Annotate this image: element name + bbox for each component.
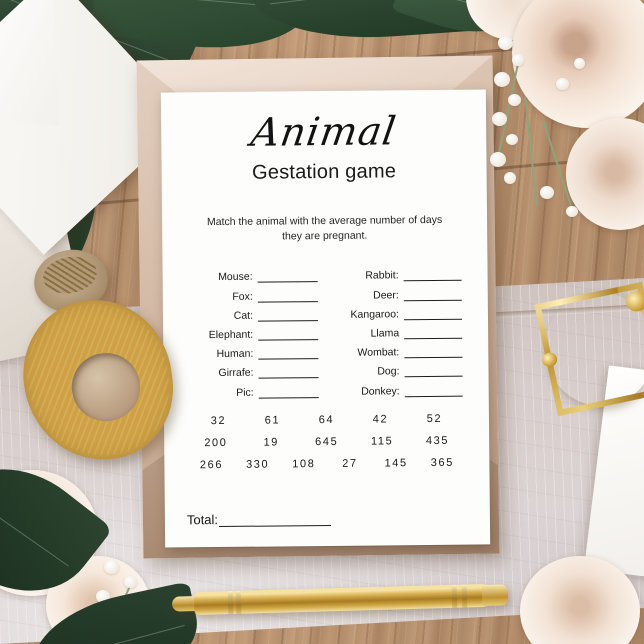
cream-rose	[566, 118, 644, 230]
babys-breath-floret	[508, 94, 521, 106]
number-option[interactable]: 61	[264, 414, 281, 427]
number-option[interactable]: 645	[315, 435, 339, 448]
animal-label-deer: Deer:	[373, 288, 399, 302]
number-option[interactable]: 64	[318, 413, 335, 426]
number-option[interactable]: 266	[199, 458, 224, 471]
card-instructions: Match the animal with the average number…	[206, 213, 443, 243]
number-row: 266 330 108 27 145 365	[188, 456, 465, 471]
animal-label-mouse: Mouse:	[218, 271, 253, 284]
animal-column-left: Mouse: Fox: Cat: Elephant: Human: Girraf…	[189, 270, 320, 399]
babys-breath-floret	[512, 54, 524, 66]
animal-label-cat: Cat:	[233, 309, 254, 322]
babys-breath-floret	[494, 72, 510, 87]
babys-breath-floret	[124, 576, 137, 588]
number-option[interactable]: 32	[210, 414, 227, 427]
animal-row: Girrafe:	[189, 366, 319, 379]
babys-breath-floret	[566, 206, 578, 217]
answer-blank-human[interactable]	[258, 347, 319, 360]
number-option[interactable]: 200	[204, 436, 228, 449]
babys-breath-floret	[490, 152, 506, 167]
answer-blank-wombat[interactable]	[404, 345, 463, 359]
total-label: Total:	[186, 512, 219, 528]
pen-band	[227, 590, 234, 615]
animal-match-lists: Mouse: Fox: Cat: Elephant: Human: Girraf…	[189, 269, 463, 399]
number-row: 32 61 64 42 52	[188, 412, 465, 427]
answer-number-bank: 32 61 64 42 52 200 19 645 115 435 266 33…	[188, 412, 466, 471]
animal-label-donkey: Donkey:	[361, 384, 400, 398]
total-field: Total:	[186, 511, 332, 528]
number-option[interactable]: 365	[430, 456, 454, 469]
answer-blank-elephant[interactable]	[258, 328, 319, 341]
number-option[interactable]: 19	[263, 436, 280, 449]
animal-label-dog: Dog:	[377, 365, 400, 378]
number-option[interactable]: 27	[342, 457, 358, 470]
animal-label-pic: Pic:	[236, 386, 254, 399]
answer-blank-rabbit[interactable]	[403, 269, 462, 282]
card-title-script: Animal	[248, 109, 400, 156]
babys-breath-floret	[104, 560, 119, 574]
number-option[interactable]: 330	[245, 458, 270, 471]
answer-blank-donkey[interactable]	[404, 384, 463, 397]
babys-breath-floret	[498, 36, 513, 50]
animal-row: Wombat:	[329, 345, 463, 359]
number-option[interactable]: 435	[425, 434, 450, 447]
animal-row: Mouse:	[189, 270, 319, 284]
number-option[interactable]: 115	[370, 434, 394, 448]
babys-breath-floret	[574, 58, 585, 69]
animal-row: Pic:	[190, 385, 320, 399]
animal-column-right: Rabbit: Deer: Kangaroo: Llama Wombat: Do…	[329, 269, 463, 397]
animal-label-llama: Llama	[370, 327, 400, 340]
babys-breath-floret	[556, 78, 569, 90]
animal-row: Human:	[189, 347, 319, 360]
animal-label-elephant: Elephant:	[208, 328, 254, 342]
card-title-subtitle: Gestation game	[251, 160, 397, 184]
answer-blank-dog[interactable]	[404, 365, 463, 378]
animal-label-wombat: Wombat:	[357, 346, 400, 359]
animal-label-fox: Fox:	[232, 290, 253, 303]
animal-row: Kangaroo:	[329, 307, 463, 321]
animal-row: Donkey:	[330, 384, 463, 397]
total-blank[interactable]	[218, 512, 332, 528]
babys-breath-floret	[540, 186, 554, 199]
babys-breath-floret	[504, 172, 516, 184]
answer-blank-girrafe[interactable]	[258, 366, 319, 380]
animal-row: Dog:	[329, 365, 463, 378]
twine-thread	[40, 253, 100, 298]
leaf-vein	[0, 493, 69, 567]
leaf-vein	[45, 625, 185, 644]
pen-band	[235, 590, 242, 614]
animal-row: Deer:	[329, 288, 462, 301]
animal-row: Elephant:	[189, 328, 319, 341]
pen-band	[451, 584, 458, 608]
answer-blank-mouse[interactable]	[257, 270, 318, 284]
pen-cap-end	[481, 584, 509, 607]
answer-blank-fox[interactable]	[257, 289, 318, 303]
answer-blank-kangaroo[interactable]	[403, 307, 463, 321]
card-content: Animal Gestation game Match the animal w…	[161, 89, 490, 547]
answer-blank-llama[interactable]	[404, 326, 463, 340]
babys-breath-floret	[492, 112, 507, 126]
number-option[interactable]: 42	[372, 412, 389, 426]
animal-row: Fox:	[189, 289, 319, 303]
pen-band	[461, 584, 468, 608]
number-option[interactable]: 52	[426, 412, 443, 425]
animal-label-rabbit: Rabbit:	[365, 269, 399, 283]
animal-label-girrafe: Girrafe:	[218, 367, 254, 380]
babys-breath-floret	[506, 134, 518, 145]
answer-blank-deer[interactable]	[403, 288, 462, 301]
animal-row: Llama	[329, 326, 463, 340]
animal-label-human: Human:	[216, 347, 254, 361]
number-option[interactable]: 108	[292, 457, 316, 470]
number-row: 200 19 645 115 435	[188, 434, 465, 449]
answer-blank-pic[interactable]	[258, 385, 319, 399]
number-option[interactable]: 145	[384, 456, 408, 470]
answer-blank-cat[interactable]	[257, 308, 319, 322]
animal-label-kangaroo: Kangaroo:	[350, 308, 400, 321]
gestation-game-card[interactable]: Animal Gestation game Match the animal w…	[160, 89, 491, 548]
animal-row: Cat:	[189, 308, 319, 322]
cream-rose	[520, 556, 640, 644]
animal-row: Rabbit:	[329, 269, 462, 282]
